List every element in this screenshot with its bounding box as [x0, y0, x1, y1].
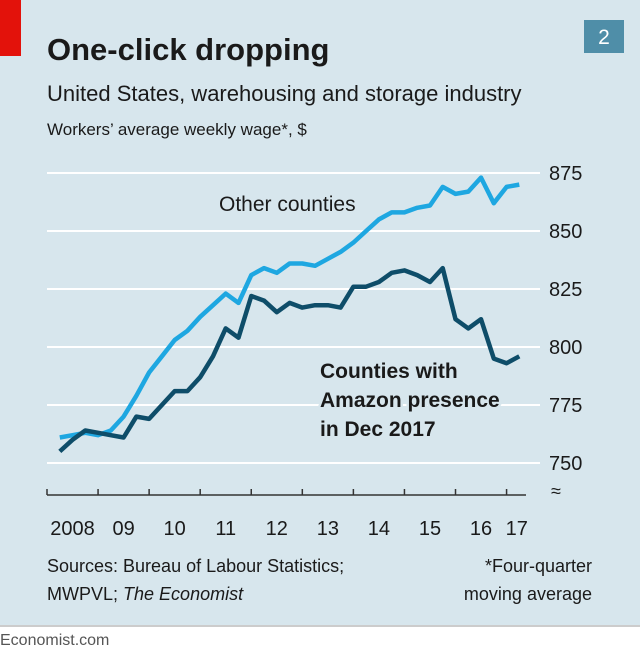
annotation: in Dec 2017	[320, 418, 436, 441]
data-line	[58, 265, 521, 454]
source-text: MWPVL;	[47, 584, 118, 604]
annotation: Amazon presence	[320, 389, 500, 412]
x-tick-label: 11	[215, 518, 236, 540]
y-tick-label: 875	[549, 163, 582, 185]
footer: Economist.com	[0, 632, 109, 649]
chart-title: One-click dropping	[47, 32, 329, 67]
source-line: Sources: Bureau of Labour Statistics;	[47, 556, 344, 576]
background	[0, 0, 640, 625]
note-line: *Four-quarter	[485, 556, 592, 576]
y-tick-label: 750	[549, 453, 582, 475]
x-tick-label: 13	[317, 518, 339, 540]
y-tick-label: 775	[549, 395, 582, 417]
red-tag	[0, 0, 21, 56]
source-line: MWPVL; The Economist	[47, 584, 244, 604]
annotation: Counties with	[320, 360, 458, 383]
y-tick-label: 825	[549, 279, 582, 301]
x-tick-label: 10	[164, 518, 186, 540]
chart-subtitle: United States, warehousing and storage i…	[47, 81, 522, 106]
y-tick-label: 800	[549, 337, 582, 359]
x-tick-label: 16	[470, 518, 492, 540]
y-tick-label: 850	[549, 221, 582, 243]
annotation: Other counties	[219, 193, 356, 216]
x-tick-label: 12	[266, 518, 288, 540]
axis-break: ≈	[551, 481, 561, 501]
badge-number: 2	[598, 26, 610, 49]
data-line	[59, 175, 520, 440]
source-italic: The Economist	[123, 584, 244, 604]
x-tick-label: 17	[506, 518, 528, 540]
x-tick-label: 2008	[50, 518, 95, 540]
x-tick-label: 15	[419, 518, 441, 540]
x-tick-label: 14	[368, 518, 390, 540]
badge	[584, 20, 624, 53]
y-axis-label: Workers’ average weekly wage*, $	[47, 120, 307, 139]
x-tick-label: 09	[112, 518, 134, 540]
note-line: moving average	[464, 584, 592, 604]
